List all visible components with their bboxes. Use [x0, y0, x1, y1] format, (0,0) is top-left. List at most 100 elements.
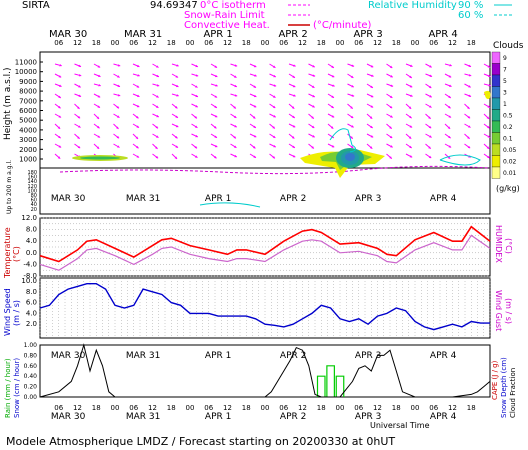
wind-arrow-head [448, 105, 451, 109]
hour-tick-label: 18 [92, 404, 101, 412]
wind-arrow-head [389, 105, 393, 109]
hour-tick-label: 06 [54, 39, 63, 47]
hour-tick-label: 18 [167, 404, 176, 412]
rh-contour-apr4 [439, 154, 481, 166]
day-label: APR 4 [430, 351, 457, 361]
rain-tick: 0.00 [24, 394, 38, 401]
wind-arrow-head [234, 84, 237, 88]
hour-tick-label: 06 [429, 404, 438, 412]
wind-arrow-head [428, 125, 432, 129]
day-label: MAR 31 [124, 29, 162, 40]
wind-arrow-head [370, 65, 374, 68]
wind-arrow-head [330, 126, 334, 129]
low-tick: 120 [27, 184, 37, 190]
wind-arrow-head [448, 145, 452, 148]
temperature-unit: (°C) [12, 246, 21, 262]
colorbar-swatch [491, 155, 501, 168]
wind-arrow-head [195, 64, 198, 68]
wind-tick: 2.0 [26, 320, 37, 328]
hour-tick-label: 06 [354, 39, 363, 47]
wind-arrow-head [59, 84, 62, 87]
wind-arrow-head [253, 105, 257, 108]
wind-arrow-head [292, 75, 295, 78]
wind-arrow-head [370, 135, 374, 138]
hour-tick-label: 18 [392, 39, 401, 47]
wind-arrow-head [156, 84, 160, 87]
snow-depth-label: Snow Depth (cm) [500, 357, 508, 418]
wind-arrow-head [468, 74, 472, 77]
wind-arrow-head [253, 155, 256, 158]
day-label: APR 2 [280, 194, 306, 204]
wind-arrow-head [331, 115, 335, 118]
wind-arrow-head [428, 85, 432, 88]
wind-arrow-head [252, 116, 256, 119]
wind-arrow-head [214, 65, 218, 68]
wind-arrow-head [370, 105, 374, 108]
colorbar-level: 9 [503, 55, 507, 62]
wind-arrow-head [214, 95, 218, 98]
wind-arrow-head [175, 135, 178, 139]
wind-tick-labels: 10.0 8.0 6.0 4.0 2.0 [21, 277, 37, 328]
hour-tick-label: 00 [336, 39, 345, 47]
bottom-hour-labels: 06 12 18 00 06 12 18 00 06 12 18 00 06 12 18 00 06 12 18 00… [54, 404, 475, 412]
low-tick: 20 [31, 207, 37, 213]
wind-arrow-head [273, 115, 276, 118]
wind-arrow-head [292, 145, 295, 148]
mid-day-labels: MAR 30 MAR 31 APR 1 APR 2 APR 3 APR 4 [51, 194, 457, 204]
wind-tick: 4.0 [26, 309, 37, 317]
wind-arrow-head [410, 64, 413, 67]
temp-tick: 4.0 [26, 237, 37, 245]
hour-tick-label: 12 [223, 404, 232, 412]
day-label: APR 4 [430, 412, 457, 422]
colorbar-swatch [491, 166, 501, 179]
colorbar-swatch [491, 63, 501, 76]
hour-tick-label: 12 [298, 404, 307, 412]
wind-arrow-head [234, 94, 238, 97]
colorbar-level: 0.2 [503, 124, 513, 131]
wind-arrow-head [58, 145, 62, 148]
hour-tick-label: 06 [279, 39, 288, 47]
rain-tick: 0.60 [24, 363, 38, 370]
wind-arrow-head [117, 115, 120, 118]
wind-arrow-head [351, 84, 354, 88]
site-name: SIRTA [22, 0, 50, 11]
hour-tick-label: 00 [261, 39, 270, 47]
bottom-day-labels: MAR 30 MAR 31 APR 1 APR 2 APR 3 APR 4 [51, 412, 457, 422]
wind-speed-label: Wind Speed [3, 288, 12, 336]
wind-arrow-head [409, 75, 412, 78]
day-label: APR 3 [355, 351, 381, 361]
wind-arrow-head [389, 95, 393, 98]
wind-arrow-head [233, 145, 237, 148]
wind-arrow-head [214, 105, 217, 108]
snow-rain-legend: Snow-Rain Limit [184, 10, 265, 21]
wind-arrow-head [253, 85, 257, 88]
wind-arrow-head [117, 64, 121, 67]
wind-arrow-head [175, 115, 178, 118]
rh-legend: Relative Humidity [368, 0, 457, 11]
hour-tick-label: 18 [167, 39, 176, 47]
wind-arrow-head [350, 75, 354, 78]
hour-tick-label: 12 [73, 404, 82, 412]
wind-arrow-head [156, 95, 159, 98]
wind-arrow-head [57, 126, 61, 129]
wind-arrow-head [77, 136, 80, 139]
day-label: MAR 31 [126, 412, 161, 422]
rain-tick: 0.40 [24, 373, 38, 380]
wind-arrow-head [408, 136, 412, 139]
wind-arrow-head [291, 136, 295, 139]
wind-arrow-head [429, 135, 432, 138]
wind-arrow-head [156, 74, 159, 78]
wind-arrow-head [273, 95, 276, 98]
hour-tick-label: 18 [467, 39, 476, 47]
wind-tick: 6.0 [26, 299, 37, 307]
temp-tick: -8.0 [23, 272, 37, 280]
wind-arrow-head [117, 145, 120, 148]
wind-tick: 10.0 [21, 277, 37, 285]
hour-tick-label: 12 [73, 39, 82, 47]
wind-arrow-head [97, 65, 101, 68]
height-tick: 2000 [19, 146, 37, 154]
wind-arrow-head [429, 105, 432, 108]
rain-label: Rain (mm / hour) [4, 358, 12, 418]
cloud-panel [39, 51, 491, 215]
hour-tick-label: 18 [242, 39, 251, 47]
